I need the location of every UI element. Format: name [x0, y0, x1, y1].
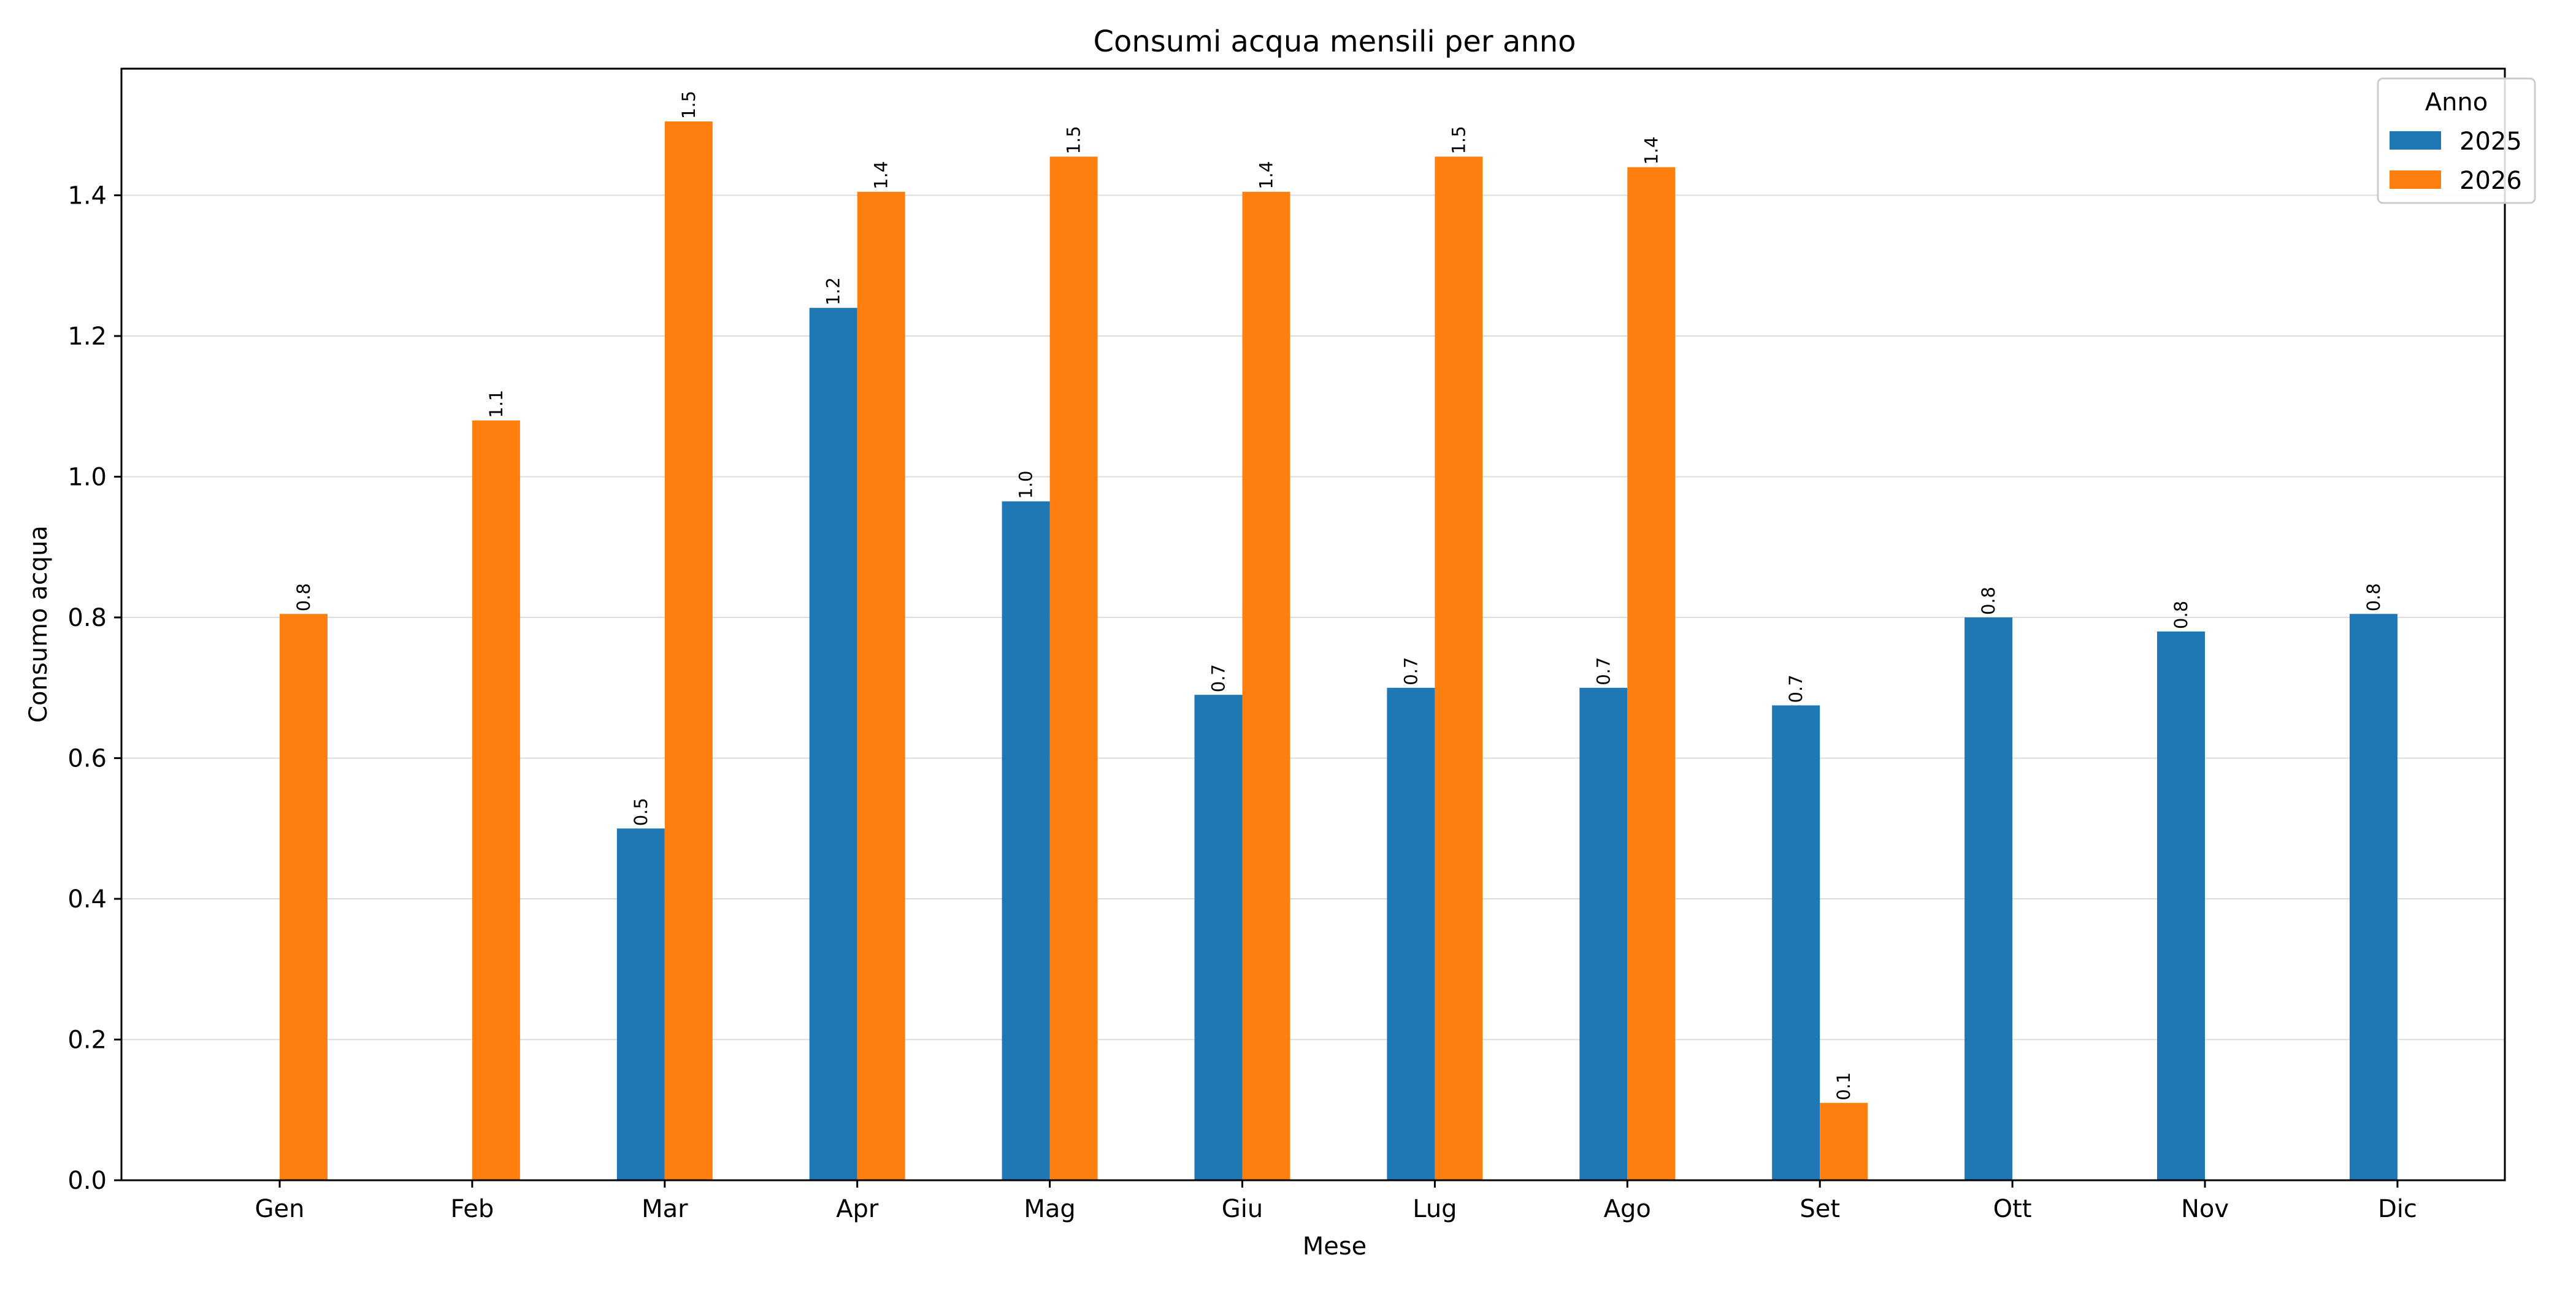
y-tick-label: 0.4	[67, 885, 107, 914]
data-label: 0.1	[1833, 1072, 1854, 1101]
data-label: 1.2	[823, 277, 844, 305]
x-tick-label: Mag	[1024, 1195, 1075, 1223]
legend-label-2026: 2026	[2459, 167, 2522, 195]
x-axis-label: Mese	[1303, 1232, 1367, 1261]
legend-swatch-2025	[2390, 131, 2441, 150]
bar-2025-Set	[1772, 705, 1820, 1180]
y-axis-label: Consumo acqua	[25, 525, 53, 723]
bar-2025-Giu	[1194, 695, 1243, 1180]
bars	[280, 121, 2398, 1181]
x-tick-label: Ago	[1604, 1195, 1651, 1223]
y-tick-label: 0.6	[67, 745, 107, 773]
x-tick-label: Apr	[836, 1195, 879, 1223]
bar-2026-Giu	[1242, 191, 1290, 1180]
x-tick-label: Giu	[1222, 1195, 1263, 1223]
legend-label-2025: 2025	[2459, 128, 2522, 156]
x-axis: Gen Feb Mar Apr Mag Giu Lug Ago Set Ott Nov Dic	[255, 1180, 2417, 1223]
data-label: 0.7	[1593, 657, 1614, 685]
x-tick-label: Set	[1800, 1195, 1840, 1223]
data-label: 0.8	[2363, 583, 2384, 611]
bar-2026-Lug	[1435, 156, 1483, 1180]
data-label: 1.4	[1256, 161, 1277, 189]
x-tick-label: Mar	[642, 1195, 688, 1223]
data-label: 0.7	[1400, 657, 1421, 685]
chart-title: Consumi acqua mensili per anno	[1093, 25, 1576, 59]
bar-2025-Mar	[616, 828, 665, 1180]
data-label: 1.4	[871, 161, 892, 189]
data-label: 0.7	[1208, 664, 1229, 692]
data-labels: 0.5 1.2 1.0 0.7 0.7 0.7 0.7 0.8 0.8 0.8 0.8 1.1 1.5 1…	[293, 91, 2384, 1101]
legend: Anno 2025 2026	[2377, 77, 2536, 204]
y-tick-label: 0.2	[67, 1026, 107, 1055]
data-label: 0.7	[1785, 674, 1806, 703]
x-tick-label: Lug	[1413, 1195, 1457, 1223]
bar-2025-Ott	[1965, 617, 2013, 1180]
data-label: 1.5	[678, 91, 699, 119]
x-tick-label: Gen	[255, 1195, 305, 1223]
y-tick-label: 0.8	[67, 604, 107, 632]
legend-swatch-2026	[2390, 170, 2441, 189]
x-tick-label: Dic	[2378, 1195, 2417, 1223]
bar-2026-Set	[1820, 1102, 1868, 1180]
data-label: 1.5	[1448, 126, 1469, 154]
data-label: 0.8	[1978, 587, 1999, 615]
bar-2025-Mag	[1002, 501, 1050, 1180]
x-tick-label: Ott	[1993, 1195, 2032, 1223]
bar-2025-Dic	[2349, 614, 2398, 1180]
bar-2026-Gen	[280, 614, 328, 1180]
bar-2026-Feb	[472, 420, 520, 1181]
y-tick-label: 1.0	[67, 464, 107, 492]
x-tick-label: Feb	[450, 1195, 494, 1223]
bar-2025-Apr	[809, 308, 857, 1180]
plot-frame	[120, 67, 2506, 1181]
legend-title: Anno	[2425, 88, 2488, 116]
data-label: 1.5	[1064, 126, 1084, 154]
bar-2026-Ago	[1627, 167, 1676, 1181]
bar-2025-Ago	[1579, 687, 1628, 1180]
bar-2026-Mar	[664, 121, 713, 1181]
y-axis: 0.0 0.2 0.4 0.6 0.8 1.0 1.2 1.4	[67, 182, 121, 1195]
bar-2026-Mag	[1049, 156, 1098, 1180]
data-label: 1.1	[486, 390, 507, 418]
bar-2025-Nov	[2157, 631, 2205, 1180]
bar-2026-Apr	[857, 191, 905, 1180]
bar-2025-Lug	[1387, 687, 1435, 1180]
data-label: 0.8	[2171, 601, 2191, 629]
data-label: 1.4	[1641, 137, 1662, 165]
data-label: 0.8	[293, 583, 314, 611]
y-tick-label: 1.4	[67, 182, 107, 210]
y-tick-label: 0.0	[67, 1167, 107, 1195]
data-label: 1.0	[1016, 471, 1037, 499]
x-tick-label: Nov	[2181, 1195, 2229, 1223]
data-label: 0.5	[631, 798, 651, 826]
y-tick-label: 1.2	[67, 322, 107, 351]
